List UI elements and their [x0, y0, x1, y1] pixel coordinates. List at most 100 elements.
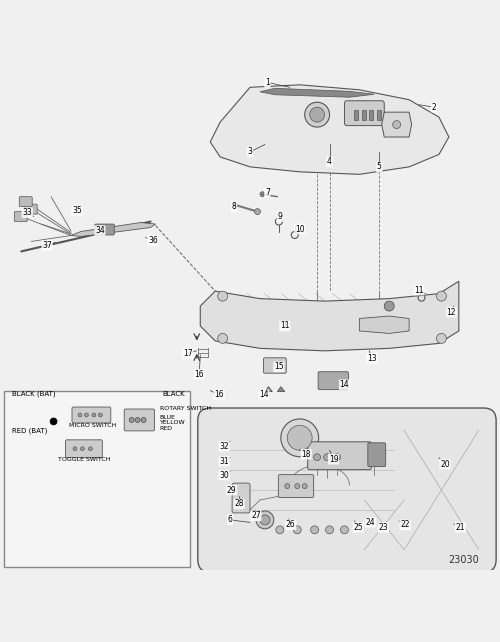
Text: 29: 29: [227, 485, 236, 494]
Circle shape: [294, 526, 301, 534]
Text: 25: 25: [354, 523, 363, 532]
Polygon shape: [200, 281, 459, 351]
Circle shape: [50, 418, 57, 425]
FancyBboxPatch shape: [278, 474, 314, 498]
Text: 35: 35: [72, 206, 82, 215]
FancyBboxPatch shape: [4, 390, 190, 567]
Text: 24: 24: [366, 518, 375, 527]
FancyBboxPatch shape: [20, 196, 32, 207]
Text: 17: 17: [183, 349, 192, 358]
Text: 12: 12: [446, 308, 456, 317]
Text: 4: 4: [327, 157, 332, 166]
Circle shape: [310, 526, 318, 534]
Text: MICRO SWITCH: MICRO SWITCH: [68, 423, 116, 428]
Text: 37: 37: [42, 241, 52, 250]
Text: 2: 2: [432, 103, 436, 112]
Circle shape: [84, 413, 88, 417]
FancyBboxPatch shape: [66, 440, 102, 458]
Text: 22: 22: [400, 521, 410, 530]
Bar: [370, 110, 374, 119]
Text: 15: 15: [274, 362, 283, 371]
Text: RED (BAT): RED (BAT): [12, 427, 48, 433]
Circle shape: [384, 301, 394, 311]
Circle shape: [324, 454, 330, 461]
FancyBboxPatch shape: [124, 409, 154, 431]
Bar: [377, 110, 381, 119]
Polygon shape: [360, 316, 409, 333]
Circle shape: [88, 447, 92, 451]
Circle shape: [436, 333, 446, 343]
FancyBboxPatch shape: [95, 224, 114, 235]
Text: BLACK: BLACK: [162, 390, 186, 397]
Text: 19: 19: [328, 455, 338, 464]
Text: 26: 26: [286, 521, 296, 530]
Circle shape: [340, 526, 348, 534]
FancyBboxPatch shape: [344, 101, 384, 126]
Circle shape: [310, 107, 324, 122]
Circle shape: [276, 526, 284, 534]
Text: 3: 3: [248, 148, 252, 157]
Circle shape: [334, 454, 340, 461]
Circle shape: [288, 426, 312, 450]
FancyBboxPatch shape: [72, 407, 111, 423]
Bar: [354, 110, 358, 119]
Circle shape: [260, 192, 265, 196]
Circle shape: [314, 454, 320, 461]
Circle shape: [304, 102, 330, 127]
Text: 5: 5: [377, 162, 382, 171]
Text: RED: RED: [160, 426, 172, 431]
Text: 36: 36: [148, 236, 158, 245]
FancyBboxPatch shape: [198, 408, 496, 572]
Text: 13: 13: [367, 354, 376, 363]
Polygon shape: [265, 386, 272, 392]
Text: 28: 28: [234, 499, 244, 508]
Circle shape: [92, 413, 96, 417]
Circle shape: [326, 526, 334, 534]
Text: 31: 31: [220, 456, 229, 465]
Circle shape: [302, 483, 307, 489]
Text: TOGGLE SWITCH: TOGGLE SWITCH: [58, 456, 110, 462]
FancyBboxPatch shape: [24, 204, 37, 214]
Polygon shape: [210, 85, 449, 175]
FancyBboxPatch shape: [232, 483, 250, 513]
Circle shape: [295, 483, 300, 489]
Circle shape: [141, 417, 146, 422]
FancyBboxPatch shape: [14, 212, 27, 221]
Circle shape: [218, 291, 228, 301]
Text: 20: 20: [440, 460, 450, 469]
Text: 18: 18: [302, 450, 311, 459]
Text: YELLOW: YELLOW: [160, 421, 185, 426]
Text: 11: 11: [280, 322, 289, 331]
FancyBboxPatch shape: [264, 358, 286, 373]
Text: 16: 16: [214, 390, 224, 399]
Circle shape: [135, 417, 140, 422]
Text: 7: 7: [265, 188, 270, 197]
Text: 23: 23: [378, 523, 388, 532]
Circle shape: [392, 121, 400, 128]
Text: 34: 34: [95, 226, 104, 235]
Bar: [362, 110, 366, 119]
Text: 21: 21: [456, 523, 465, 532]
Text: BLACK (BAT): BLACK (BAT): [12, 390, 56, 397]
Text: 6: 6: [228, 516, 232, 525]
Text: BLUE: BLUE: [160, 415, 176, 420]
Circle shape: [281, 419, 318, 456]
FancyBboxPatch shape: [308, 442, 372, 470]
Polygon shape: [260, 89, 374, 97]
Circle shape: [129, 417, 134, 422]
Polygon shape: [382, 112, 412, 137]
Text: 11: 11: [414, 286, 424, 295]
Circle shape: [80, 447, 84, 451]
Text: 27: 27: [251, 512, 261, 521]
Circle shape: [436, 291, 446, 301]
FancyBboxPatch shape: [318, 372, 348, 390]
Circle shape: [285, 483, 290, 489]
Circle shape: [254, 209, 260, 214]
Circle shape: [73, 447, 77, 451]
Text: 1: 1: [265, 78, 270, 87]
FancyBboxPatch shape: [368, 443, 386, 467]
Text: 32: 32: [220, 442, 229, 451]
Circle shape: [218, 333, 228, 343]
Circle shape: [256, 511, 274, 529]
Text: 14: 14: [340, 380, 349, 389]
